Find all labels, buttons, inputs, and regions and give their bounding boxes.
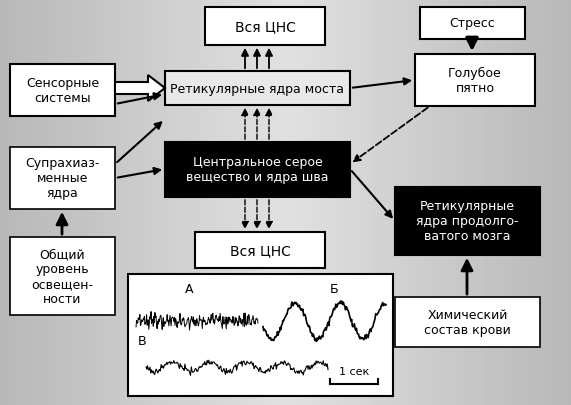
Text: Б: Б [330,282,339,295]
FancyBboxPatch shape [395,188,540,256]
Text: Химический
состав крови: Химический состав крови [424,308,511,336]
FancyBboxPatch shape [195,232,325,269]
Text: Ретикулярные
ядра продолго-
ватого мозга: Ретикулярные ядра продолго- ватого мозга [416,200,518,243]
Text: Центральное серое
вещество и ядра шва: Центральное серое вещество и ядра шва [186,156,329,184]
Text: 1 сек: 1 сек [339,366,369,376]
Text: Голубое
пятно: Голубое пятно [448,67,502,95]
FancyBboxPatch shape [10,148,115,209]
FancyBboxPatch shape [420,8,525,40]
Text: Ретикулярные ядра моста: Ретикулярные ядра моста [171,82,344,95]
Text: Вся ЦНС: Вся ЦНС [230,243,291,257]
FancyBboxPatch shape [395,297,540,347]
FancyBboxPatch shape [165,143,350,198]
Text: Супрахиаз-
менные
ядра: Супрахиаз- менные ядра [25,157,100,200]
FancyBboxPatch shape [205,8,325,46]
Polygon shape [115,76,165,102]
Text: А: А [185,282,194,295]
FancyBboxPatch shape [165,72,350,106]
FancyBboxPatch shape [10,65,115,117]
Text: Стресс: Стресс [449,17,496,30]
Text: Общий
уровень
освещен-
ности: Общий уровень освещен- ности [31,247,94,305]
Text: В: В [138,334,147,347]
Text: Сенсорные
системы: Сенсорные системы [26,77,99,105]
Text: Вся ЦНС: Вся ЦНС [235,20,295,34]
FancyBboxPatch shape [128,274,393,396]
FancyBboxPatch shape [10,237,115,315]
FancyBboxPatch shape [415,55,535,107]
